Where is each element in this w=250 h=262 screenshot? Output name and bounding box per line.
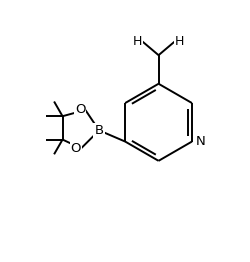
Text: N: N (196, 135, 205, 148)
Text: H: H (175, 35, 184, 48)
Text: O: O (75, 103, 86, 117)
Text: O: O (71, 142, 81, 155)
Text: H: H (133, 35, 142, 48)
Text: B: B (94, 124, 104, 137)
